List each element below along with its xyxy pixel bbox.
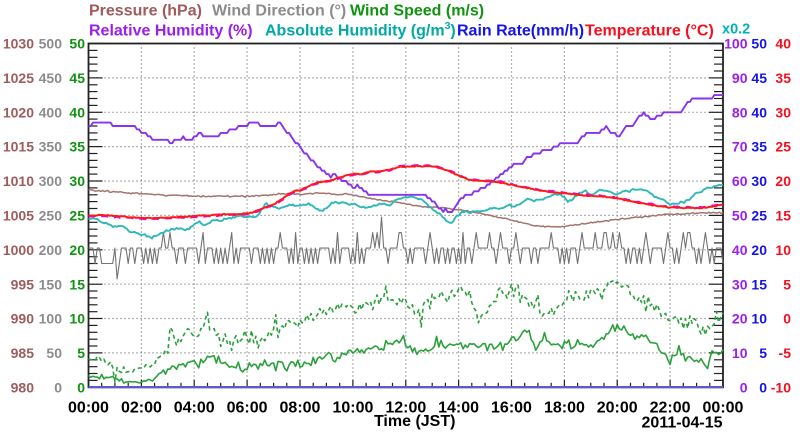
svg-text:0: 0 [54,379,62,395]
svg-text:40: 40 [775,36,791,52]
svg-text:0: 0 [740,379,748,395]
svg-text:35: 35 [69,139,85,155]
svg-text:35: 35 [751,139,767,155]
svg-text:20: 20 [751,242,767,258]
svg-text:18:00: 18:00 [544,399,585,416]
svg-text:0: 0 [759,379,767,395]
svg-text:10:00: 10:00 [332,399,373,416]
svg-text:40: 40 [751,104,767,120]
svg-text:30: 30 [775,104,791,120]
svg-text:90: 90 [732,70,748,86]
svg-text:100: 100 [39,311,63,327]
svg-text:300: 300 [39,173,63,189]
svg-text:20: 20 [775,173,791,189]
svg-text:02:00: 02:00 [121,399,162,416]
svg-text:5: 5 [783,276,791,292]
svg-text:Absolute Humidity (g/m3): Absolute Humidity (g/m3) [265,20,456,40]
svg-text:25: 25 [69,208,85,224]
svg-text:1025: 1025 [3,70,34,86]
svg-text:40: 40 [732,242,748,258]
svg-text:995: 995 [11,276,35,292]
svg-text:500: 500 [39,36,63,52]
svg-text:1000: 1000 [3,242,34,258]
svg-text:25: 25 [775,139,791,155]
svg-text:22:00: 22:00 [650,399,691,416]
svg-text:12:00: 12:00 [385,399,426,416]
svg-text:-10: -10 [771,379,791,395]
svg-text:400: 400 [39,104,63,120]
svg-text:14:00: 14:00 [438,399,479,416]
svg-text:70: 70 [732,139,748,155]
svg-text:10: 10 [751,311,767,327]
svg-text:06:00: 06:00 [227,399,268,416]
svg-text:30: 30 [69,173,85,189]
svg-text:5: 5 [759,345,767,361]
svg-text:250: 250 [39,208,63,224]
svg-text:980: 980 [11,379,35,395]
svg-text:15: 15 [69,276,85,292]
svg-text:30: 30 [732,276,748,292]
svg-text:985: 985 [11,345,35,361]
svg-text:450: 450 [39,70,63,86]
svg-text:350: 350 [39,139,63,155]
svg-text:08:00: 08:00 [280,399,321,416]
svg-text:1020: 1020 [3,104,34,120]
svg-text:Time (JST): Time (JST) [374,413,456,430]
svg-text:1005: 1005 [3,208,34,224]
svg-text:15: 15 [751,276,767,292]
svg-text:Wind Direction (°): Wind Direction (°) [212,3,346,20]
svg-text:2011-04-15: 2011-04-15 [642,414,723,431]
svg-text:Rain Rate(mm/h): Rain Rate(mm/h) [457,23,584,40]
svg-text:1015: 1015 [3,139,34,155]
svg-text:1010: 1010 [3,173,34,189]
svg-text:Temperature (°C): Temperature (°C) [585,23,714,40]
svg-text:40: 40 [69,104,85,120]
svg-text:50: 50 [69,36,85,52]
svg-text:Pressure (hPa): Pressure (hPa) [89,3,202,20]
svg-text:80: 80 [732,104,748,120]
svg-text:Relative Humidity (%): Relative Humidity (%) [89,23,253,40]
svg-text:0: 0 [783,311,791,327]
svg-text:5: 5 [77,345,85,361]
svg-text:60: 60 [732,173,748,189]
svg-text:20:00: 20:00 [597,399,638,416]
svg-text:00:00: 00:00 [68,399,109,416]
svg-text:50: 50 [46,345,62,361]
svg-text:00:00: 00:00 [703,399,744,416]
svg-text:30: 30 [751,173,767,189]
svg-text:04:00: 04:00 [174,399,215,416]
svg-text:45: 45 [751,70,767,86]
svg-text:45: 45 [69,70,85,86]
svg-text:200: 200 [39,242,63,258]
svg-text:1030: 1030 [3,36,34,52]
svg-text:10: 10 [775,242,791,258]
svg-text:20: 20 [732,311,748,327]
svg-text:25: 25 [751,208,767,224]
svg-text:10: 10 [732,345,748,361]
svg-text:100: 100 [724,36,748,52]
svg-text:150: 150 [39,276,63,292]
svg-text:x0.2: x0.2 [722,22,750,38]
svg-text:15: 15 [775,208,791,224]
svg-text:50: 50 [751,36,767,52]
svg-text:-5: -5 [779,345,792,361]
svg-text:20: 20 [69,242,85,258]
svg-text:10: 10 [69,311,85,327]
svg-text:990: 990 [11,311,35,327]
svg-text:0: 0 [77,379,85,395]
svg-text:Wind Speed (m/s): Wind Speed (m/s) [350,3,484,20]
svg-text:16:00: 16:00 [491,399,532,416]
svg-text:50: 50 [732,208,748,224]
svg-text:35: 35 [775,70,791,86]
